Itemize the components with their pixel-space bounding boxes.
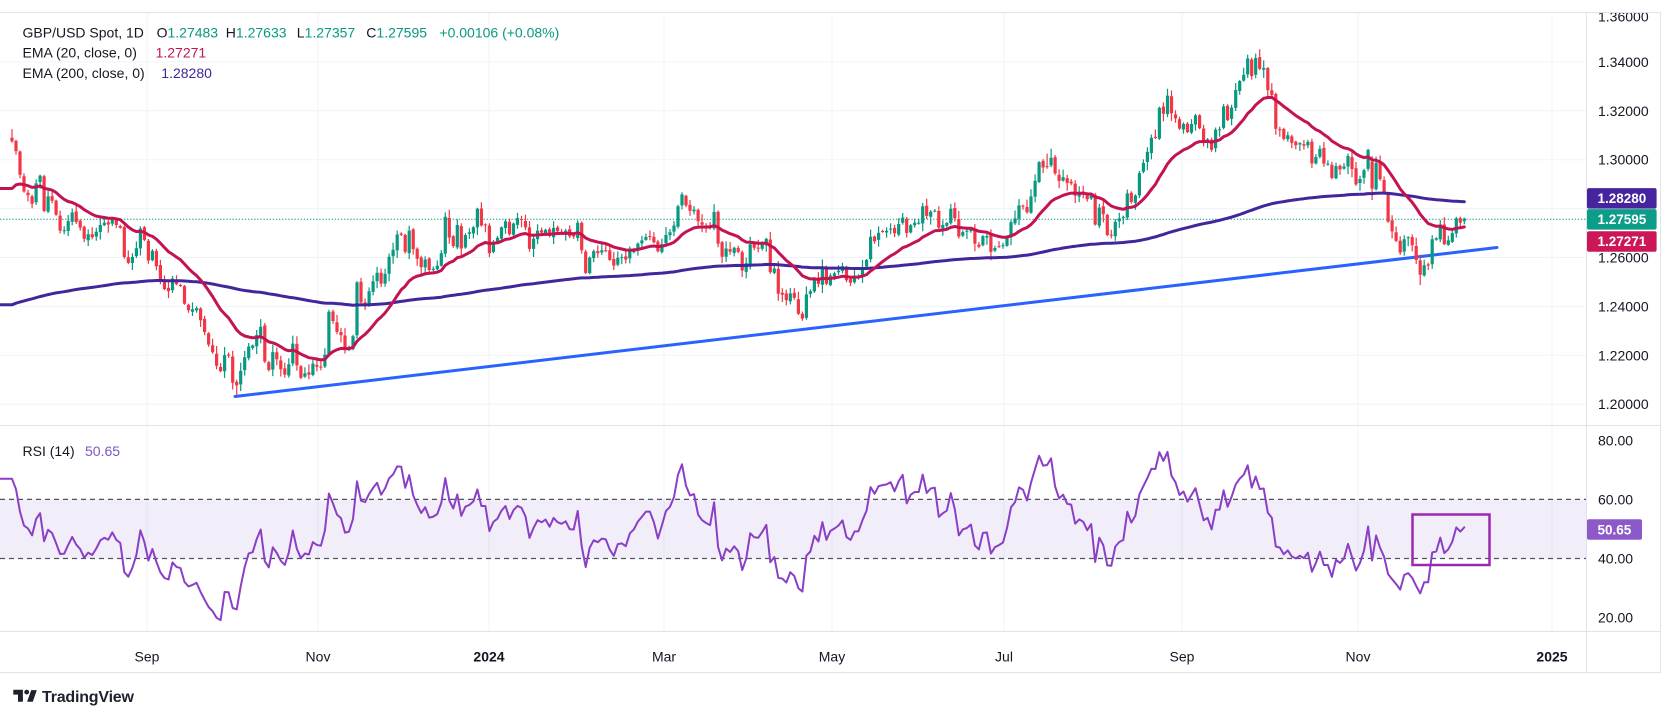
- svg-text:Nov: Nov: [306, 649, 331, 665]
- svg-text:1.28280: 1.28280: [161, 65, 212, 81]
- svg-text:80.00: 80.00: [1598, 432, 1633, 448]
- svg-text:50.65: 50.65: [85, 443, 120, 459]
- svg-text:May: May: [819, 649, 845, 665]
- svg-text:1.28280: 1.28280: [1598, 191, 1647, 206]
- svg-text:1.20000: 1.20000: [1598, 396, 1649, 412]
- svg-text:50.65: 50.65: [1598, 522, 1632, 537]
- svg-text:2024: 2024: [473, 649, 504, 665]
- svg-text:Nov: Nov: [1346, 649, 1371, 665]
- svg-text:1.32000: 1.32000: [1598, 103, 1649, 119]
- svg-text:20.00: 20.00: [1598, 610, 1633, 626]
- svg-text:Jul: Jul: [995, 649, 1013, 665]
- svg-text:EMA (20, close, 0): EMA (20, close, 0): [23, 45, 137, 61]
- svg-text:Mar: Mar: [652, 649, 676, 665]
- svg-text:TradingView: TradingView: [42, 689, 135, 706]
- svg-text:1.27595: 1.27595: [1598, 212, 1647, 227]
- svg-text:2025: 2025: [1536, 649, 1567, 665]
- svg-text:RSI (14): RSI (14): [23, 443, 75, 459]
- svg-text:1.22000: 1.22000: [1598, 347, 1649, 363]
- svg-text:60.00: 60.00: [1598, 491, 1633, 507]
- svg-text:O1.27483: O1.27483: [157, 25, 219, 41]
- svg-text:1.34000: 1.34000: [1598, 54, 1649, 70]
- svg-text:40.00: 40.00: [1598, 551, 1633, 567]
- svg-text:GBP/USD Spot, 1D: GBP/USD Spot, 1D: [23, 25, 144, 41]
- svg-text:H1.27633: H1.27633: [226, 25, 287, 41]
- svg-text:Sep: Sep: [135, 649, 160, 665]
- svg-text:L1.27357: L1.27357: [297, 25, 356, 41]
- svg-text:1.26000: 1.26000: [1598, 250, 1649, 266]
- svg-text:Sep: Sep: [1170, 649, 1195, 665]
- svg-text:+0.00106 (+0.08%): +0.00106 (+0.08%): [439, 25, 559, 41]
- svg-text:1.30000: 1.30000: [1598, 152, 1649, 168]
- svg-text:EMA (200, close, 0): EMA (200, close, 0): [23, 65, 145, 81]
- svg-text:1.27271: 1.27271: [1598, 234, 1647, 249]
- svg-text:1.24000: 1.24000: [1598, 298, 1649, 314]
- svg-text:1.27271: 1.27271: [156, 45, 207, 61]
- svg-text:C1.27595: C1.27595: [366, 25, 427, 41]
